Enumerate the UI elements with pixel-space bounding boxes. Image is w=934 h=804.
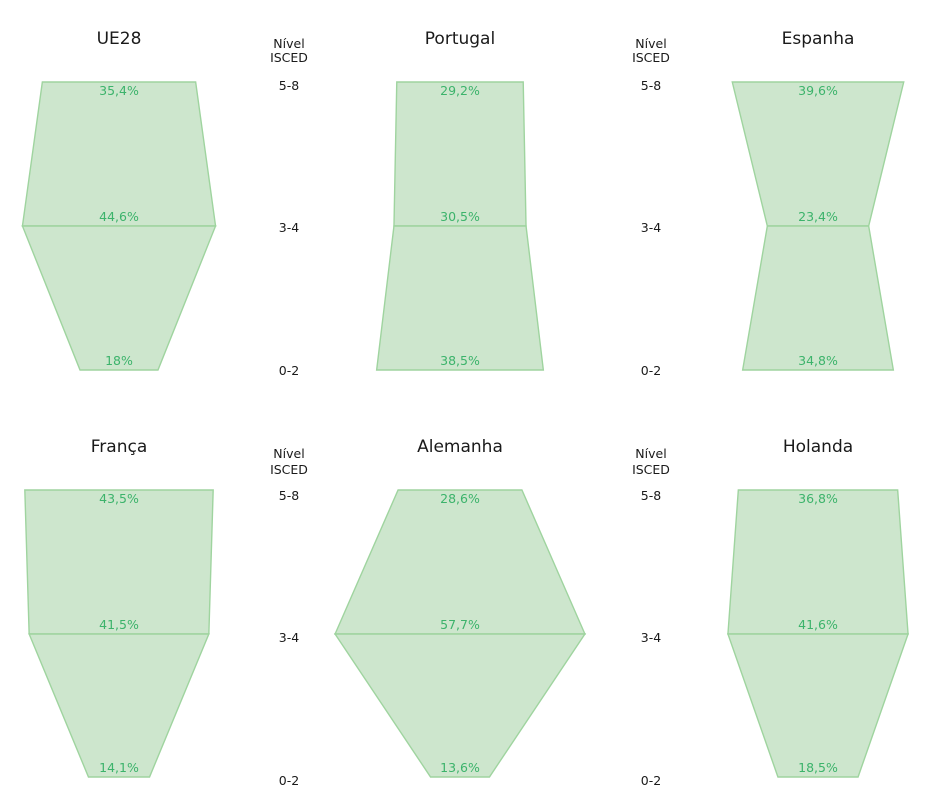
upper-segment-alemanha (334, 489, 586, 635)
level-tick-label: 0-2 (279, 363, 299, 378)
value-label: 41,6% (798, 617, 838, 632)
value-label: 34,8% (798, 353, 838, 368)
level-axis-title: ISCED (632, 50, 670, 65)
value-label: 39,6% (798, 83, 838, 98)
level-tick-label: 5-8 (641, 488, 661, 503)
lower-segment-ue28 (21, 225, 217, 371)
value-label: 28,6% (440, 491, 480, 506)
level-axis-title: ISCED (270, 50, 308, 65)
value-label: 57,7% (440, 617, 480, 632)
value-label: 30,5% (440, 209, 480, 224)
value-label: 36,8% (798, 491, 838, 506)
panel-title-alemanha: Alemanha (417, 437, 503, 457)
upper-segment-espanha (731, 81, 905, 227)
value-label: 38,5% (440, 353, 480, 368)
level-axis-title: Nível (635, 36, 666, 51)
panel-title-espanha: Espanha (782, 29, 855, 49)
level-tick-label: 5-8 (279, 78, 299, 93)
lower-segment-holanda (726, 633, 910, 778)
value-label: 44,6% (99, 209, 139, 224)
level-tick-label: 0-2 (641, 773, 661, 788)
level-axis-title: Nível (635, 446, 666, 461)
lower-segment-franca (28, 633, 210, 778)
lower-segment-portugal (375, 225, 545, 371)
level-tick-label: 3-4 (641, 630, 661, 645)
level-axis-title: Nível (273, 446, 304, 461)
value-label: 23,4% (798, 209, 838, 224)
level-tick-label: 3-4 (641, 220, 661, 235)
lower-segment-espanha (741, 225, 895, 371)
value-label: 18% (105, 353, 133, 368)
panel-title-portugal: Portugal (425, 29, 495, 49)
value-label: 35,4% (99, 83, 139, 98)
lower-segment-alemanha (333, 633, 587, 778)
panel-title-ue28: UE28 (97, 29, 142, 49)
level-axis-title: Nível (273, 36, 304, 51)
value-label: 13,6% (440, 760, 480, 775)
value-label: 41,5% (99, 617, 139, 632)
level-tick-label: 5-8 (279, 488, 299, 503)
upper-segment-portugal (393, 81, 527, 227)
level-axis-title: ISCED (632, 462, 670, 477)
upper-segment-ue28 (21, 81, 217, 227)
level-tick-label: 0-2 (279, 773, 299, 788)
level-tick-label: 5-8 (641, 78, 661, 93)
value-label: 43,5% (99, 491, 139, 506)
level-axis-title: ISCED (270, 462, 308, 477)
value-label: 18,5% (798, 760, 838, 775)
upper-segment-franca (24, 489, 214, 635)
level-tick-label: 3-4 (279, 220, 299, 235)
value-label: 14,1% (99, 760, 139, 775)
panel-title-franca: França (91, 437, 148, 457)
level-tick-label: 3-4 (279, 630, 299, 645)
level-tick-label: 0-2 (641, 363, 661, 378)
panel-title-holanda: Holanda (783, 437, 853, 457)
value-label: 29,2% (440, 83, 480, 98)
upper-segment-holanda (727, 489, 909, 635)
